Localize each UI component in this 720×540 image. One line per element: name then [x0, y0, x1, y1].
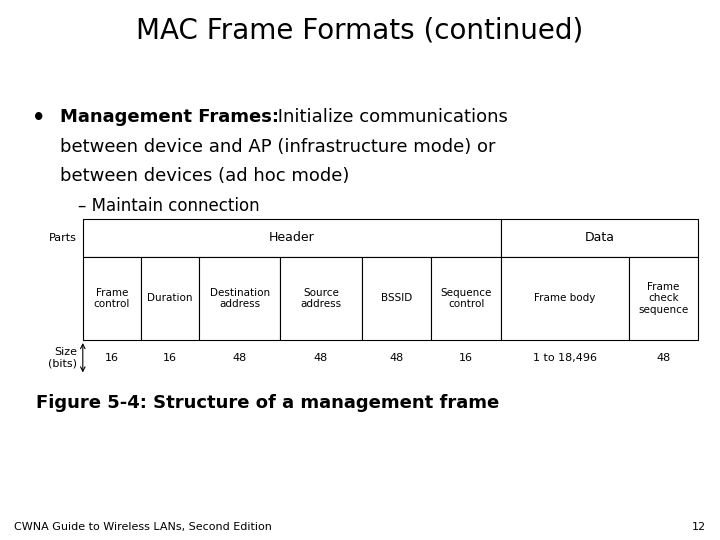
Text: Size
(bits): Size (bits) [48, 347, 77, 368]
Text: Initialize communications: Initialize communications [272, 108, 508, 126]
Text: Sequence
control: Sequence control [441, 287, 492, 309]
Text: CWNA Guide to Wireless LANs, Second Edition: CWNA Guide to Wireless LANs, Second Edit… [14, 522, 272, 532]
Text: – Maintain connection: – Maintain connection [78, 197, 259, 215]
Text: Figure 5-4: Structure of a management frame: Figure 5-4: Structure of a management fr… [36, 394, 499, 412]
Text: 16: 16 [459, 353, 473, 363]
Text: 48: 48 [314, 353, 328, 363]
Text: 48: 48 [657, 353, 670, 363]
Text: Duration: Duration [147, 293, 193, 303]
Text: 48: 48 [233, 353, 247, 363]
Text: Frame
control: Frame control [94, 287, 130, 309]
Text: 48: 48 [390, 353, 403, 363]
Text: between devices (ad hoc mode): between devices (ad hoc mode) [60, 167, 349, 185]
Text: MAC Frame Formats (continued): MAC Frame Formats (continued) [136, 16, 584, 44]
Text: between device and AP (infrastructure mode) or: between device and AP (infrastructure mo… [60, 138, 495, 156]
Text: 12: 12 [691, 522, 706, 532]
Bar [431, 256, 501, 340]
Text: Parts: Parts [49, 233, 77, 242]
Text: 1 to 18,496: 1 to 18,496 [533, 353, 597, 363]
Text: Header: Header [269, 231, 315, 244]
Text: Data: Data [585, 231, 615, 244]
Bar [361, 256, 431, 340]
Bar [83, 256, 141, 340]
Bar [629, 256, 698, 340]
Text: •: • [32, 108, 46, 128]
Text: Source
address: Source address [300, 287, 341, 309]
Bar [83, 219, 501, 256]
Text: Destination
address: Destination address [210, 287, 270, 309]
Text: Management Frames:: Management Frames: [60, 108, 279, 126]
Text: BSSID: BSSID [381, 293, 412, 303]
Bar [280, 256, 361, 340]
Text: Frame
check
sequence: Frame check sequence [639, 282, 688, 315]
Bar [141, 256, 199, 340]
Text: 16: 16 [163, 353, 177, 363]
Bar [501, 219, 698, 256]
Bar [501, 256, 629, 340]
Text: Frame body: Frame body [534, 293, 595, 303]
Bar [199, 256, 280, 340]
Text: 16: 16 [105, 353, 119, 363]
